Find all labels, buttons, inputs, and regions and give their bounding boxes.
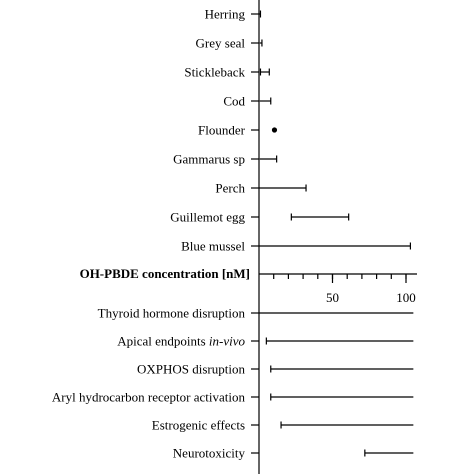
axis-tick-label: 100	[396, 290, 416, 305]
top-category-label: Stickleback	[184, 65, 245, 80]
concentration-axis: OH-PBDE concentration [nM] 50 100	[80, 266, 417, 305]
top-category-label: Cod	[223, 94, 245, 109]
bottom-category-label: OXPHOS disruption	[137, 362, 245, 377]
top-category-label: Blue mussel	[181, 239, 245, 254]
top-category-label: Flounder	[198, 123, 246, 138]
top-category-label: Perch	[215, 181, 245, 196]
top-category-label: Gammarus sp	[173, 152, 245, 167]
bottom-panel: Thyroid hormone disruption Apical endpoin…	[52, 306, 414, 461]
top-panel: Herring Grey seal Stickleback Cod Flounder Ga…	[170, 7, 412, 254]
top-category-label: Grey seal	[196, 36, 246, 51]
axis-title: OH-PBDE concentration [nM]	[80, 266, 250, 281]
bottom-category-label: Apical endpoints in-vivo	[117, 334, 245, 349]
bottom-category-label: Aryl hydrocarbon receptor activation	[52, 390, 246, 405]
top-category-label: Guillemot egg	[170, 210, 245, 225]
axis-tick-label: 50	[326, 290, 339, 305]
bottom-category-label: Estrogenic effects	[152, 418, 245, 433]
top-range-point	[271, 127, 278, 133]
bottom-category-label: Neurotoxicity	[173, 446, 246, 461]
top-category-label: Herring	[205, 7, 246, 22]
bottom-category-label: Thyroid hormone disruption	[98, 306, 246, 321]
